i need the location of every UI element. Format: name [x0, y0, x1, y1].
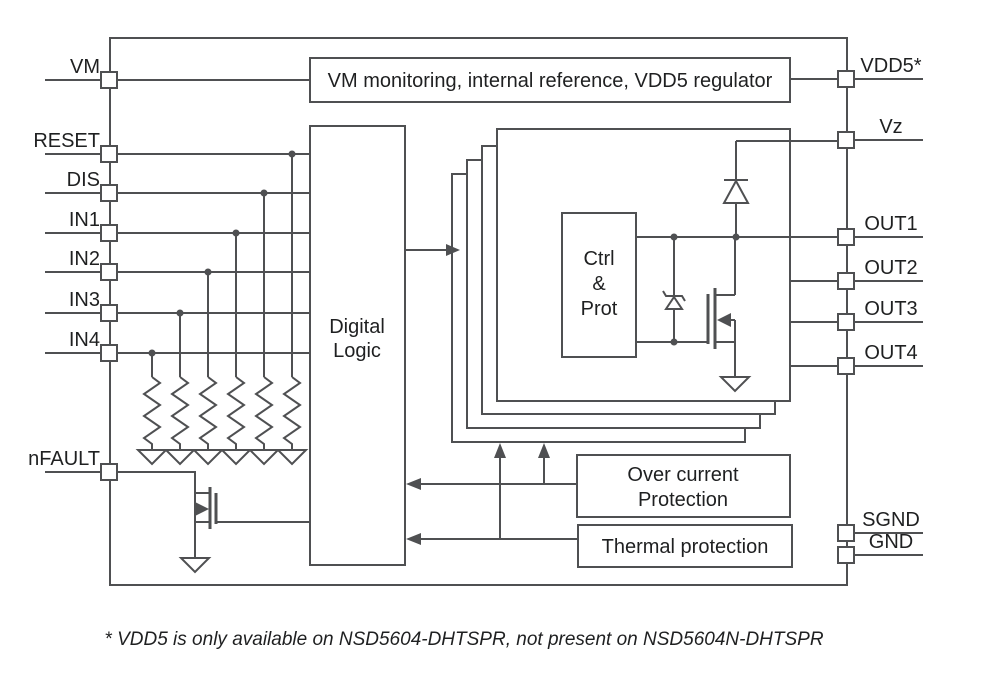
ctrl-prot-label-line3: Prot — [581, 298, 618, 320]
resistor-symbol — [282, 376, 302, 450]
pin-label-in4: IN4 — [69, 329, 100, 351]
pin-in4 — [100, 344, 118, 362]
junction-dot — [148, 349, 156, 357]
mosfet-body-arrow-icon — [717, 313, 731, 327]
left-arrow-icon — [406, 478, 421, 490]
pulldown-resistors — [135, 154, 309, 466]
junction-dot — [670, 233, 678, 241]
over-current-block — [576, 454, 791, 518]
digital-logic-block — [309, 125, 406, 566]
ground-icon — [135, 449, 169, 466]
ground-icon — [718, 376, 752, 393]
junction-dot — [670, 338, 678, 346]
pin-label-out4: OUT4 — [864, 342, 917, 364]
junction-dot — [232, 229, 240, 237]
driver-cell-stack — [451, 128, 791, 443]
ground-icon — [163, 449, 197, 466]
thermal-block — [577, 524, 793, 568]
pin-out2 — [837, 272, 855, 290]
resistor-symbol — [226, 376, 246, 450]
pin-stubs — [45, 78, 923, 556]
pin-label-sgnd: SGND — [862, 509, 920, 531]
thermal-label: Thermal protection — [602, 536, 769, 558]
digital-logic-label-line1: Digital — [329, 316, 385, 338]
ground-icon — [275, 449, 309, 466]
junction-dots — [148, 150, 740, 357]
resistor-symbol — [170, 376, 190, 450]
pin-in1 — [100, 224, 118, 242]
junction-dot — [176, 309, 184, 317]
output-mosfet-icon — [706, 237, 752, 393]
pin-vz — [837, 131, 855, 149]
pin-reset — [100, 145, 118, 163]
vm-monitor-label: VM monitoring, internal reference, VDD5 … — [328, 70, 773, 92]
pin-out1 — [837, 228, 855, 246]
ground-icon — [219, 449, 253, 466]
junction-dot — [260, 189, 268, 197]
pin-out4 — [837, 357, 855, 375]
pin-label-gnd: GND — [869, 531, 913, 553]
ground-icon — [191, 449, 225, 466]
pin-nfault — [100, 463, 118, 481]
right-arrow-icon — [446, 244, 460, 256]
ground-icon — [247, 449, 281, 466]
pin-out3 — [837, 313, 855, 331]
junction-dot — [204, 268, 212, 276]
footnote: * VDD5 is only available on NSD5604-DHTS… — [104, 629, 823, 650]
pin-label-vdd5: VDD5* — [860, 55, 921, 77]
pin-vm — [100, 71, 118, 89]
digital-logic-label-line2: Logic — [333, 340, 381, 362]
pin-pads — [100, 70, 855, 564]
ctrl-prot-block — [561, 212, 637, 358]
flyback-diode-icon — [722, 141, 750, 237]
over-current-label-line1: Over current — [627, 464, 739, 486]
pin-sgnd — [837, 524, 855, 542]
pin-in2 — [100, 263, 118, 281]
ctrl-prot-label-line2: & — [592, 273, 606, 295]
up-arrow-icon — [538, 443, 550, 458]
pin-label-reset: RESET — [33, 130, 100, 152]
mosfet-body-arrow-icon — [195, 502, 209, 516]
pin-in3 — [100, 304, 118, 322]
resistor-symbol — [142, 376, 162, 450]
junction-dot — [732, 233, 740, 241]
pin-label-in3: IN3 — [69, 289, 100, 311]
nfault-wire — [117, 471, 196, 558]
pin-label-in1: IN1 — [69, 209, 100, 231]
pin-label-in2: IN2 — [69, 248, 100, 270]
driver-cell-layer1 — [496, 128, 791, 402]
pin-label-nfault: nFAULT — [28, 448, 100, 470]
ground-icon — [178, 557, 212, 574]
nfault-mosfet-icon — [117, 471, 310, 574]
pin-labels: VM RESET DIS IN1 IN2 IN3 IN4 nFAULT VDD5… — [28, 55, 922, 553]
over-current-label-line2: Protection — [638, 489, 728, 511]
junction-dot — [288, 150, 296, 158]
up-arrow-icon — [494, 443, 506, 458]
pin-label-dis: DIS — [67, 169, 100, 191]
pin-label-out1: OUT1 — [864, 213, 917, 235]
zener-diode-icon — [662, 237, 686, 342]
pin-label-vz: Vz — [879, 116, 902, 138]
pin-dis — [100, 184, 118, 202]
ctrl-prot-label-line1: Ctrl — [583, 248, 614, 270]
pin-label-out3: OUT3 — [864, 298, 917, 320]
pin-label-out2: OUT2 — [864, 257, 917, 279]
left-arrow-icon — [406, 533, 421, 545]
pin-vdd5 — [837, 70, 855, 88]
pin-gnd — [837, 546, 855, 564]
pin-label-vm: VM — [70, 56, 100, 78]
resistor-symbol — [254, 376, 274, 450]
resistor-symbol — [198, 376, 218, 450]
diode-triangle — [722, 178, 750, 204]
